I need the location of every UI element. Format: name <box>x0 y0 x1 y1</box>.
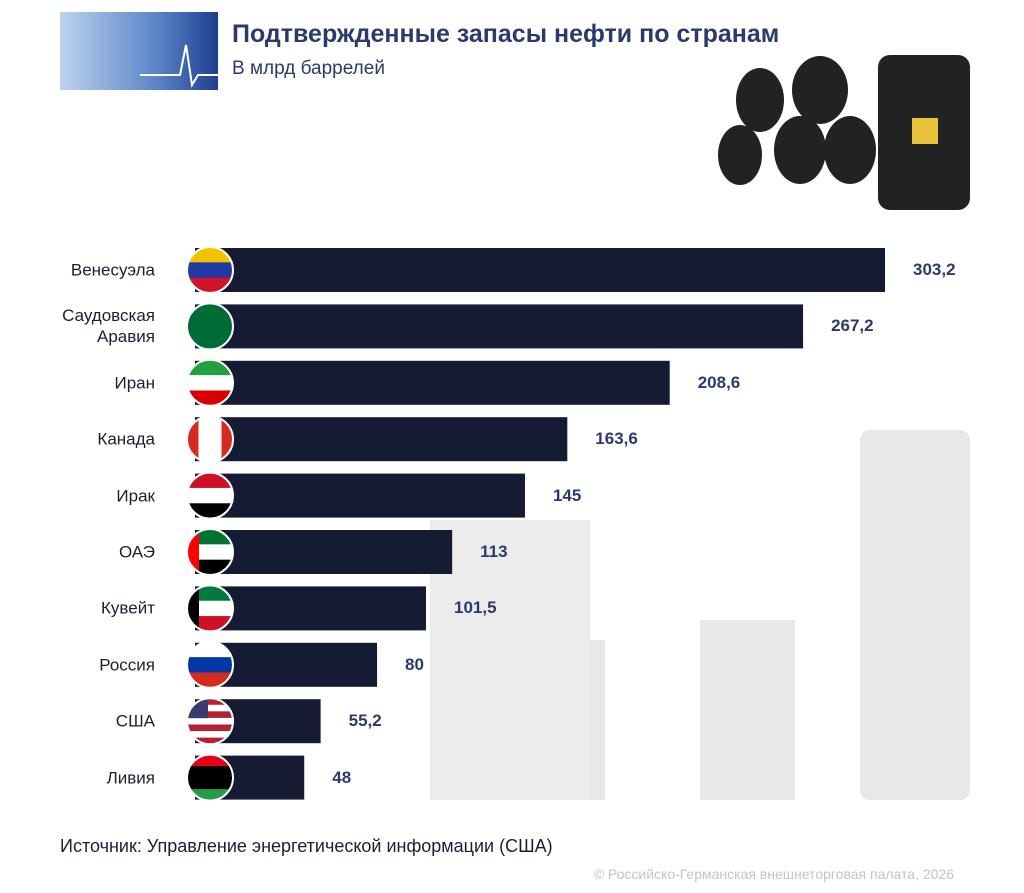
flag-stripe <box>187 657 233 673</box>
background-tanks <box>430 430 970 800</box>
y-tick-label: Канада <box>97 429 155 449</box>
value-label: 101,5 <box>453 598 497 618</box>
value-label: 208,6 <box>697 372 741 392</box>
chart-subtitle: В млрд баррелей <box>232 58 385 79</box>
y-tick-label: Саудовская Аравия <box>62 306 155 347</box>
flag-stripe <box>187 698 233 706</box>
flag-stripe <box>187 262 233 279</box>
flag-stripe <box>187 375 233 391</box>
flag-stripe <box>187 789 233 801</box>
flag-stripe <box>187 711 233 719</box>
flag-stripe <box>198 416 211 463</box>
bar <box>195 248 885 292</box>
y-tick-label: США <box>115 711 155 731</box>
value-label: 80 <box>405 654 424 674</box>
flag-stripe <box>221 416 233 463</box>
flag-border <box>186 640 234 689</box>
bar <box>195 417 568 462</box>
bars <box>186 246 885 802</box>
value-label: 55,2 <box>348 711 382 731</box>
value-label: 163,6 <box>595 429 638 449</box>
flag <box>187 698 233 745</box>
flag-border <box>186 471 234 520</box>
flag-border <box>186 358 234 407</box>
value-label: 303,2 <box>913 260 956 279</box>
value-label: 48 <box>332 767 352 787</box>
flag-border <box>186 697 234 746</box>
logo-pulse <box>140 44 218 88</box>
flag <box>187 303 233 350</box>
source-note: Источник: Управление энергетической инфо… <box>60 836 553 856</box>
flag-stripe <box>187 737 233 745</box>
bar <box>195 360 670 405</box>
y-tick-label: Иран <box>114 373 155 393</box>
y-tick-label: Россия <box>99 655 155 675</box>
chart-title: Подтвержденные запасы нефти по странам <box>232 20 780 48</box>
flag-border <box>186 246 234 294</box>
logo <box>60 12 218 90</box>
bar <box>195 473 525 518</box>
flag-stripe <box>187 731 233 739</box>
y-tick-label: ОАЭ <box>118 542 155 562</box>
value-label: 267,2 <box>831 316 874 336</box>
flag-stripe <box>187 704 233 712</box>
flag-stripe <box>187 487 233 504</box>
y-tick-label: Ливия <box>106 768 155 788</box>
flag-stripe <box>187 766 233 779</box>
flag-stripe <box>187 777 233 790</box>
flag-border <box>186 584 234 633</box>
value-label: 113 <box>480 542 508 561</box>
flag-border <box>186 302 234 351</box>
flag-border <box>186 415 234 464</box>
barrels <box>718 55 970 210</box>
y-tick-label: Венесуэла <box>70 260 155 280</box>
flag-stripe <box>187 717 233 725</box>
copyright: © Российско-Германская внешнеторговая па… <box>593 866 954 882</box>
bar <box>195 530 453 574</box>
flag-border <box>186 528 234 576</box>
flag-stripe <box>187 724 233 732</box>
y-tick-label: Ирак <box>116 486 155 506</box>
flag <box>187 416 233 463</box>
flag-stripe <box>187 303 233 350</box>
flag-border <box>186 753 234 802</box>
value-label: 145 <box>552 485 582 505</box>
bar <box>195 304 804 349</box>
y-tick-label: Кувейт <box>101 598 155 618</box>
flag-stripe <box>210 416 222 463</box>
